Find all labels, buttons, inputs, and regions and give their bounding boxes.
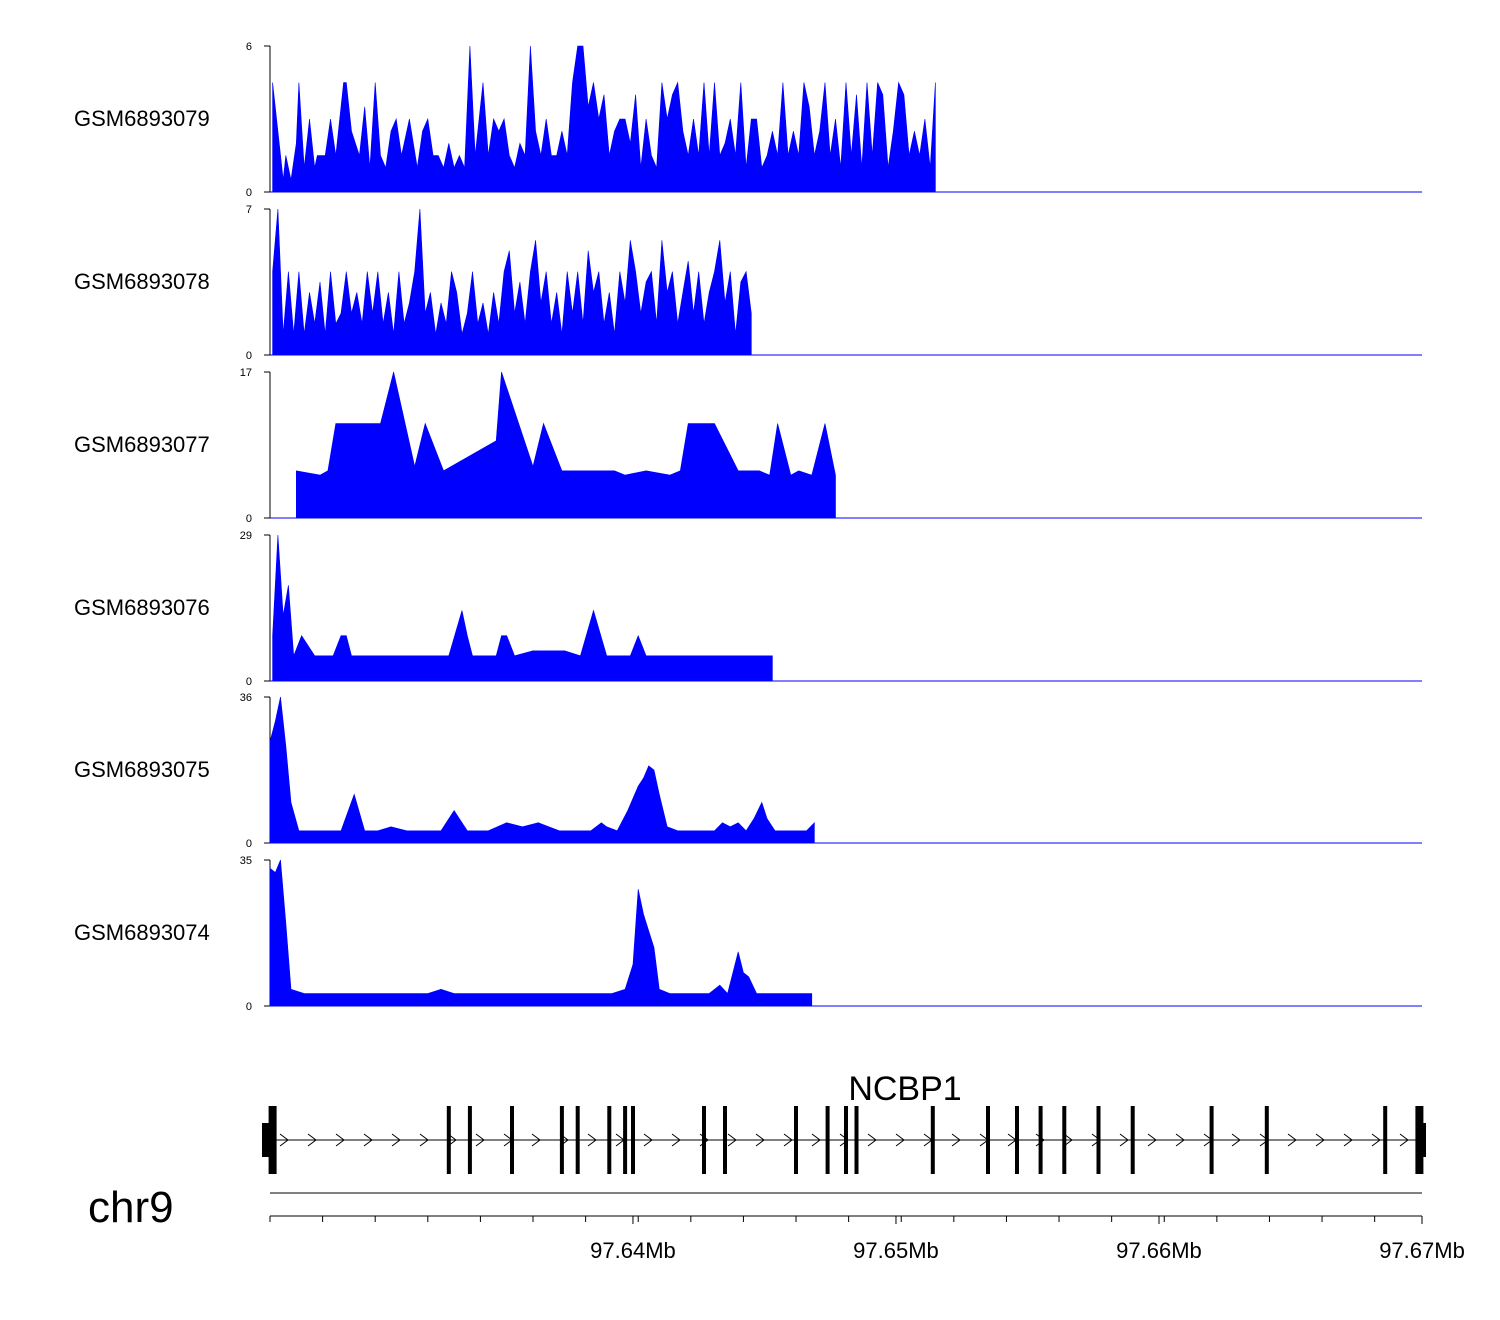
strand-arrow [1147, 1133, 1157, 1147]
strand-arrow [951, 1133, 961, 1147]
exon [559, 1106, 564, 1174]
strand-arrow [279, 1133, 289, 1147]
exon [1130, 1106, 1135, 1174]
exon [446, 1106, 451, 1174]
coverage-area [296, 371, 836, 519]
track-GSM6893075: GSM6893075 36 0 [74, 692, 1422, 850]
exon [467, 1106, 472, 1174]
exon [607, 1106, 612, 1174]
exon [1096, 1106, 1101, 1174]
coverage-area [272, 45, 936, 193]
strand-arrow [475, 1133, 485, 1147]
y-min-label: 0 [246, 350, 252, 362]
exon [510, 1106, 514, 1174]
strand-arrow [783, 1133, 793, 1147]
track-GSM6893074: GSM6893074 35 0 [74, 855, 1422, 1013]
axis-tick-label: 97.65Mb [853, 1238, 939, 1263]
exon [844, 1106, 848, 1174]
strand-arrow [867, 1133, 877, 1147]
strand-arrow [671, 1133, 681, 1147]
strand-arrow [1287, 1133, 1297, 1147]
gene-model: NCBP1 [262, 1070, 1426, 1174]
exon [825, 1106, 830, 1174]
genome-axis: 97.64Mb 97.65Mb 97.66Mb 97.67Mb [269, 1192, 1465, 1263]
track-label: GSM6893079 [74, 106, 210, 131]
strand-arrow [307, 1133, 317, 1147]
exon [930, 1106, 935, 1174]
axis-tick-label: 97.66Mb [1116, 1238, 1202, 1263]
track-GSM6893077: GSM6893077 17 0 [74, 367, 1422, 525]
strand-arrow [419, 1133, 429, 1147]
utr-block [1420, 1123, 1426, 1157]
track-GSM6893078: GSM6893078 7 0 [74, 204, 1422, 362]
coverage-area [269, 696, 815, 844]
track-label: GSM6893075 [74, 757, 210, 782]
strand-arrow [1343, 1133, 1353, 1147]
strand-arrow [1371, 1133, 1381, 1147]
exon [631, 1106, 635, 1174]
exon [623, 1106, 628, 1174]
strand-arrow [587, 1133, 597, 1147]
y-min-label: 0 [246, 838, 252, 850]
exon [986, 1106, 990, 1174]
strand-arrow [1119, 1133, 1129, 1147]
strand-arrow [335, 1133, 345, 1147]
exon [723, 1106, 727, 1174]
track-GSM6893079: GSM6893079 6 0 [74, 41, 1422, 199]
strand-arrow [1315, 1133, 1325, 1147]
track-label: GSM6893078 [74, 269, 210, 294]
y-max-label: 17 [240, 367, 252, 379]
coverage-area [272, 208, 752, 356]
strand-arrow [643, 1133, 653, 1147]
track-label: GSM6893076 [74, 595, 210, 620]
coverage-area [272, 534, 773, 682]
axis-tick-label: 97.64Mb [590, 1238, 676, 1263]
y-min-label: 0 [246, 187, 252, 199]
strand-arrow [1231, 1133, 1241, 1147]
exon [1209, 1106, 1214, 1174]
utr-block [262, 1123, 270, 1157]
strand-arrow [755, 1133, 765, 1147]
gene-name: NCBP1 [848, 1070, 961, 1108]
chromosome-label: chr9 [88, 1183, 174, 1232]
track-GSM6893076: GSM6893076 29 0 [74, 530, 1422, 688]
exon [1383, 1106, 1388, 1174]
exon [575, 1106, 580, 1174]
y-min-label: 0 [246, 676, 252, 688]
exon [854, 1106, 859, 1174]
exon [1038, 1106, 1043, 1174]
axis-tick-label: 97.67Mb [1379, 1238, 1465, 1263]
strand-arrow [895, 1133, 905, 1147]
strand-arrow [531, 1133, 541, 1147]
coverage-area [269, 859, 813, 1007]
y-max-label: 36 [240, 692, 252, 704]
strand-arrow [363, 1133, 373, 1147]
y-max-label: 6 [246, 41, 252, 53]
exon [794, 1106, 798, 1174]
strand-arrow [1063, 1133, 1073, 1147]
strand-arrow [1399, 1133, 1409, 1147]
track-label: GSM6893077 [74, 432, 210, 457]
strand-arrow [727, 1133, 737, 1147]
y-min-label: 0 [246, 513, 252, 525]
strand-arrow [391, 1133, 401, 1147]
y-min-label: 0 [246, 1001, 252, 1013]
exon [1062, 1106, 1067, 1174]
exon [702, 1106, 706, 1174]
exon [1015, 1106, 1019, 1174]
y-max-label: 35 [240, 855, 252, 867]
exon [1415, 1106, 1424, 1174]
strand-arrow [811, 1133, 821, 1147]
exon [268, 1106, 277, 1174]
y-max-label: 7 [246, 204, 252, 216]
exon [1264, 1106, 1269, 1174]
y-max-label: 29 [240, 530, 252, 542]
track-label: GSM6893074 [74, 920, 210, 945]
coverage-tracks: GSM689307960GSM689307870GSM6893077170GSM… [74, 41, 1422, 1013]
strand-arrow [1175, 1133, 1185, 1147]
